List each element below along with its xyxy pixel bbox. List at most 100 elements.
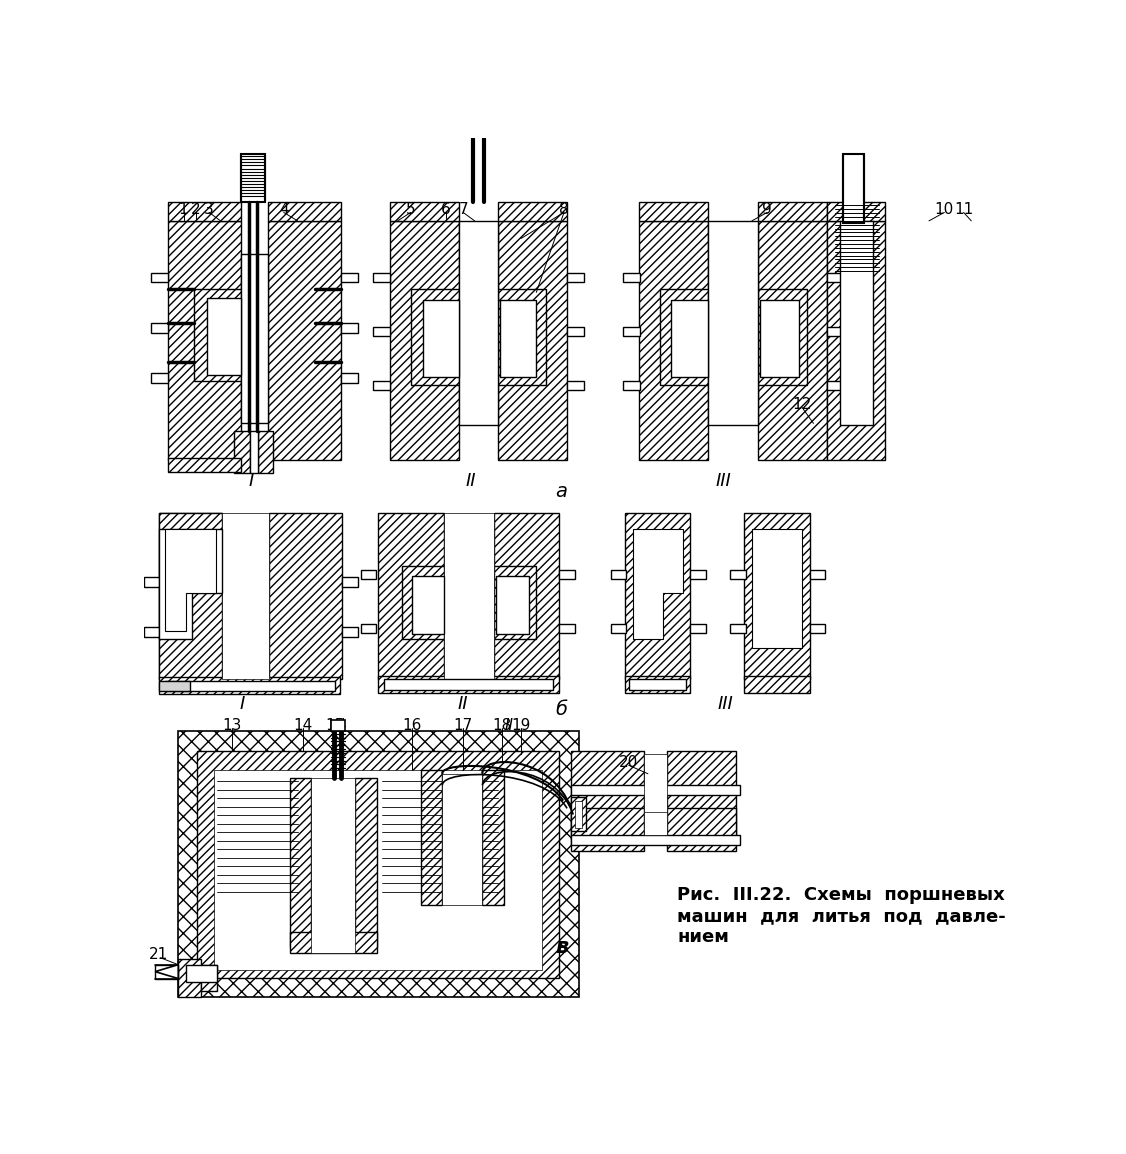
Bar	[568, 273, 584, 283]
Bar	[268, 202, 341, 220]
Bar	[644, 812, 668, 835]
Bar	[625, 514, 690, 679]
Bar	[159, 514, 222, 679]
Bar	[840, 220, 873, 425]
Bar	[159, 677, 340, 695]
Bar	[186, 965, 216, 982]
Bar	[341, 374, 358, 383]
Bar	[660, 288, 708, 385]
Bar	[234, 432, 250, 473]
Text: 3: 3	[204, 202, 214, 217]
Text: 4: 4	[279, 202, 288, 217]
Bar	[497, 576, 528, 634]
Bar	[744, 676, 810, 692]
Bar	[842, 153, 865, 223]
Text: 19: 19	[511, 718, 530, 733]
Bar	[390, 220, 459, 459]
Bar	[341, 273, 358, 283]
Bar	[402, 565, 444, 639]
Bar	[289, 778, 312, 947]
Bar	[378, 676, 560, 692]
Bar	[241, 254, 268, 424]
Bar	[144, 628, 159, 637]
Bar	[494, 565, 536, 639]
Bar	[568, 327, 584, 336]
Bar	[168, 220, 241, 459]
Bar	[331, 720, 345, 732]
Bar	[155, 965, 178, 979]
Bar	[758, 220, 828, 459]
Bar	[144, 577, 159, 586]
Text: 1: 1	[179, 202, 188, 217]
Bar	[498, 288, 546, 385]
Bar	[390, 202, 459, 220]
Bar	[571, 835, 740, 845]
Bar	[500, 300, 536, 377]
Bar	[498, 202, 568, 220]
Bar	[752, 529, 802, 649]
Text: 8: 8	[560, 202, 569, 217]
Text: 6: 6	[441, 202, 452, 217]
Bar	[459, 220, 498, 425]
Text: 17: 17	[454, 718, 473, 733]
Bar	[178, 732, 579, 997]
Bar	[494, 514, 560, 679]
Bar	[411, 576, 444, 634]
Text: 5: 5	[406, 202, 415, 217]
Bar	[731, 623, 745, 632]
Bar	[828, 381, 844, 390]
Text: 14: 14	[294, 718, 313, 733]
Bar	[571, 785, 740, 794]
Bar	[360, 623, 376, 632]
Text: а: а	[555, 481, 568, 501]
Text: 9: 9	[762, 202, 772, 217]
Bar	[828, 273, 844, 283]
Bar	[571, 750, 644, 850]
Bar	[178, 959, 202, 997]
Text: II: II	[465, 472, 476, 490]
Bar	[373, 327, 390, 336]
Bar	[668, 750, 736, 850]
Bar	[828, 220, 885, 459]
Bar	[690, 623, 706, 632]
Bar	[638, 220, 708, 459]
Bar	[671, 300, 708, 377]
Bar	[250, 432, 258, 473]
Bar	[159, 681, 190, 691]
Bar	[168, 458, 241, 472]
Bar	[356, 778, 377, 947]
Bar	[690, 570, 706, 579]
Bar	[360, 570, 376, 579]
Polygon shape	[159, 529, 222, 639]
Bar	[384, 679, 553, 690]
Bar	[571, 796, 587, 832]
Bar	[342, 577, 358, 586]
Bar	[810, 623, 825, 632]
Text: 2: 2	[191, 202, 200, 217]
Polygon shape	[222, 514, 269, 679]
Bar	[214, 770, 542, 971]
Bar	[373, 273, 390, 283]
Bar	[168, 202, 241, 220]
Bar	[624, 381, 641, 390]
Text: 18: 18	[493, 718, 512, 733]
Bar	[289, 931, 377, 953]
Bar	[444, 514, 494, 679]
Text: машин  для  литья  под  давле-: машин для литья под давле-	[677, 907, 1006, 926]
Text: II: II	[458, 696, 468, 713]
Bar	[423, 300, 459, 377]
Bar	[151, 273, 168, 283]
Bar	[744, 514, 810, 679]
Bar	[758, 288, 806, 385]
Text: II: II	[504, 718, 513, 733]
Bar	[197, 750, 560, 977]
Bar	[731, 570, 745, 579]
Text: нием: нием	[677, 928, 729, 946]
Bar	[258, 432, 272, 473]
Text: 12: 12	[793, 397, 812, 412]
Bar	[269, 514, 342, 679]
Text: III: III	[717, 696, 733, 713]
Text: в: в	[555, 937, 569, 957]
Bar	[758, 202, 828, 220]
Bar	[151, 323, 168, 332]
